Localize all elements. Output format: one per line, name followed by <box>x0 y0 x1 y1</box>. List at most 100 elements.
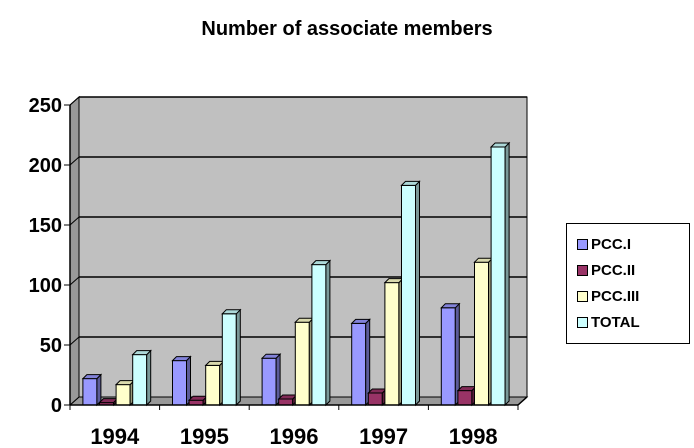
y-tick-labels: 0 50 100 150 200 250 <box>29 95 62 417</box>
y-tick-label: 150 <box>29 215 62 237</box>
bar <box>277 393 298 407</box>
bar-front <box>440 307 456 406</box>
bar <box>440 302 461 407</box>
bar <box>400 180 421 407</box>
legend-item: TOTAL <box>577 312 640 332</box>
bar-front <box>490 146 506 406</box>
bar-front <box>474 261 489 406</box>
legend-label: TOTAL <box>591 313 640 331</box>
gridline-side <box>69 216 80 226</box>
bar <box>260 352 282 407</box>
bar <box>131 349 152 407</box>
legend-item: PCC.I <box>577 234 631 254</box>
legend-swatch <box>577 316 588 328</box>
gridline-side <box>69 156 80 166</box>
bar-front <box>132 354 148 406</box>
bar-side <box>186 355 191 407</box>
bar-side <box>275 352 281 407</box>
bar-side <box>96 373 102 407</box>
bar-front <box>311 264 327 406</box>
bar-side <box>504 141 510 407</box>
bar-top <box>221 309 242 315</box>
plot-side-wall <box>69 95 80 407</box>
bar-front <box>278 398 294 406</box>
bar-front <box>384 282 400 406</box>
bar-front <box>82 378 98 406</box>
legend-swatch <box>577 264 588 276</box>
bar-front <box>115 384 131 406</box>
bar-front <box>221 313 237 406</box>
legend-label: PCC.III <box>591 287 640 305</box>
bar-front <box>261 357 277 406</box>
legend-item: PCC.II <box>577 260 635 280</box>
y-tick-label: 50 <box>40 335 62 357</box>
legend: PCC.I PCC.II PCC.III TOTAL <box>566 223 690 344</box>
bar <box>367 387 388 407</box>
bar-top <box>131 350 152 356</box>
bar-front <box>172 360 187 406</box>
bar-front <box>367 392 383 406</box>
y-tick-label: 250 <box>29 95 62 117</box>
bar <box>187 394 209 407</box>
bar-top <box>383 278 405 284</box>
x-tick-label: 1994 <box>90 424 140 448</box>
bar-top <box>260 353 282 359</box>
bar <box>456 385 478 407</box>
bar <box>489 141 511 407</box>
bar-front <box>205 364 221 406</box>
bar-top <box>187 395 209 401</box>
bar-top <box>489 142 511 148</box>
x-axis-depth <box>517 396 528 406</box>
gridline-side <box>69 96 80 106</box>
bar-front <box>351 322 367 406</box>
bar <box>350 318 371 407</box>
bar-front <box>294 321 310 406</box>
bar-top <box>114 380 136 386</box>
bar-front <box>457 390 473 406</box>
gridline-side <box>69 336 80 346</box>
bar-top <box>310 260 332 266</box>
bar <box>171 355 192 407</box>
gridline-side <box>69 276 80 286</box>
y-tick-label: 0 <box>51 395 62 417</box>
bars <box>81 141 511 407</box>
bar <box>294 316 315 407</box>
bar <box>98 397 119 407</box>
bar-top <box>473 257 494 263</box>
chart-title: Number of associate members <box>201 18 493 40</box>
bar <box>204 360 225 407</box>
y-tick-label: 100 <box>29 275 62 297</box>
legend-swatch <box>577 238 588 250</box>
x-tick-label: 1996 <box>270 424 319 448</box>
x-tick-labels: 1994 1995 1996 1997 1998 <box>90 424 497 448</box>
bar-top <box>81 374 103 380</box>
bar <box>114 379 136 407</box>
bar-side <box>235 308 241 407</box>
bar-top <box>456 386 478 392</box>
bar <box>81 373 103 407</box>
bar-top <box>440 303 461 309</box>
legend-item: PCC.III <box>577 286 639 306</box>
bar-side <box>415 180 420 407</box>
legend-label: PCC.II <box>591 261 636 279</box>
x-tick-label: 1997 <box>359 424 408 448</box>
bar-top <box>294 317 315 323</box>
bar-front <box>401 184 416 406</box>
bar-top <box>277 394 298 400</box>
bar <box>221 308 242 407</box>
axes <box>64 104 528 410</box>
bar-top <box>350 318 371 324</box>
bar-top <box>98 398 119 404</box>
x-tick-label: 1995 <box>180 424 229 448</box>
bar-top <box>204 360 225 366</box>
x-tick-label: 1998 <box>449 424 498 448</box>
bar-top <box>171 356 192 362</box>
bar-side <box>325 259 331 407</box>
bar-top <box>400 180 421 186</box>
y-tick-label: 200 <box>29 155 62 177</box>
bar-top <box>367 388 388 394</box>
bar-side <box>146 349 152 407</box>
bar <box>310 259 332 407</box>
bar <box>473 256 494 407</box>
